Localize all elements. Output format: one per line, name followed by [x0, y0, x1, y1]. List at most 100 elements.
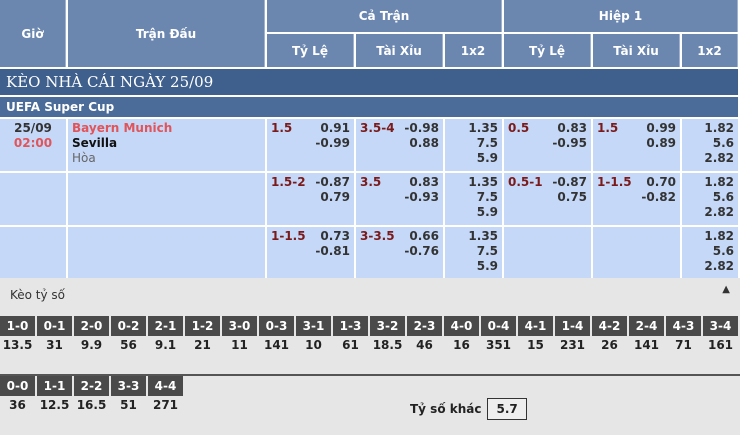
score-odd[interactable]: 26 — [601, 338, 618, 352]
score-tile[interactable]: 4-2 26 — [592, 316, 627, 372]
score-odd[interactable]: 161 — [707, 338, 734, 352]
h1-over-under[interactable] — [593, 227, 681, 279]
score-odd[interactable]: 31 — [46, 338, 63, 352]
score-odd[interactable]: 15 — [527, 338, 544, 352]
score-odd[interactable]: 141 — [633, 338, 660, 352]
score-odd[interactable]: 16 — [453, 338, 470, 352]
h1-over-under-odd-home[interactable]: 0.70 — [646, 175, 677, 189]
score-tile[interactable]: 0-0 36 — [0, 376, 35, 432]
h1-1x2-away[interactable]: 5.6 — [712, 136, 735, 150]
h1-1x2-draw[interactable]: 2.82 — [704, 151, 735, 165]
ft-1x2[interactable]: 1.35 7.5 5.9 — [445, 119, 503, 171]
score-tile[interactable]: 2-4 141 — [629, 316, 664, 372]
score-odd[interactable]: 21 — [194, 338, 211, 352]
score-tile[interactable]: 3-4 161 — [703, 316, 738, 372]
ft-handicap[interactable]: 1.5-2 -0.87 0.79 — [267, 173, 354, 225]
score-odd[interactable]: 11 — [231, 338, 248, 352]
ft-over-under-odd-home[interactable]: -0.98 — [404, 121, 439, 135]
score-tile[interactable]: 0-1 31 — [37, 316, 72, 372]
home-team[interactable]: Bayern Munich — [72, 121, 173, 135]
ft-1x2-away[interactable]: 7.5 — [476, 136, 499, 150]
h1-handicap[interactable]: 0.5 0.83 -0.95 — [504, 119, 592, 171]
h1-over-under-odd-away[interactable]: -0.82 — [641, 190, 677, 204]
score-tile[interactable]: 3-0 11 — [222, 316, 257, 372]
h1-over-under[interactable]: 1-1.5 0.70 -0.82 — [593, 173, 681, 225]
score-odd[interactable]: 18.5 — [372, 338, 403, 352]
h1-handicap-odd-home[interactable]: 0.83 — [557, 121, 588, 135]
h1-over-under[interactable]: 1.5 0.99 0.89 — [593, 119, 681, 171]
ft-handicap[interactable]: 1.5 0.91 -0.99 — [267, 119, 354, 171]
ft-over-under-odd-away[interactable]: 0.88 — [409, 136, 439, 150]
h1-handicap-odd-home[interactable]: -0.87 — [552, 175, 588, 189]
ft-1x2[interactable]: 1.35 7.5 5.9 — [445, 173, 503, 225]
score-tile[interactable]: 2-2 16.5 — [74, 376, 109, 432]
ft-1x2-draw[interactable]: 5.9 — [476, 259, 499, 273]
score-tile[interactable]: 3-3 51 — [111, 376, 146, 432]
score-tile[interactable]: 4-3 71 — [666, 316, 701, 372]
score-tile[interactable]: 0-2 56 — [111, 316, 146, 372]
score-tile[interactable]: 4-4 271 — [148, 376, 183, 432]
h1-1x2-home[interactable]: 1.82 — [704, 175, 735, 189]
h1-handicap-odd-away[interactable]: -0.95 — [552, 136, 588, 150]
score-tile[interactable]: 3-1 10 — [296, 316, 331, 372]
away-team[interactable]: Sevilla — [72, 136, 118, 150]
score-tile[interactable]: 2-1 9.1 — [148, 316, 183, 372]
score-tile[interactable]: 1-4 231 — [555, 316, 590, 372]
score-odd[interactable]: 56 — [120, 338, 137, 352]
score-odd[interactable]: 271 — [152, 398, 179, 412]
h1-1x2-home[interactable]: 1.82 — [704, 229, 735, 243]
score-odd[interactable]: 36 — [9, 398, 26, 412]
score-odd[interactable]: 141 — [263, 338, 290, 352]
ft-over-under[interactable]: 3.5 0.83 -0.93 — [356, 173, 443, 225]
h1-over-under-odd-home[interactable]: 0.99 — [646, 121, 677, 135]
ft-1x2-draw[interactable]: 5.9 — [476, 151, 499, 165]
h1-1x2[interactable]: 1.82 5.6 2.82 — [682, 173, 739, 225]
h1-1x2-draw[interactable]: 2.82 — [704, 205, 735, 219]
ft-over-under[interactable]: 3-3.5 0.66 -0.76 — [356, 227, 443, 279]
score-tile[interactable]: 1-1 12.5 — [37, 376, 72, 432]
ft-over-under-odd-home[interactable]: 0.66 — [409, 229, 439, 243]
ft-handicap-odd-home[interactable]: 0.73 — [320, 229, 350, 243]
h1-1x2-away[interactable]: 5.6 — [712, 244, 735, 258]
score-odd[interactable]: 16.5 — [76, 398, 107, 412]
ft-handicap[interactable]: 1-1.5 0.73 -0.81 — [267, 227, 354, 279]
ft-1x2-away[interactable]: 7.5 — [476, 190, 499, 204]
score-tile[interactable]: 4-1 15 — [518, 316, 553, 372]
ft-1x2[interactable]: 1.35 7.5 5.9 — [445, 227, 503, 279]
ft-handicap-odd-away[interactable]: 0.79 — [320, 190, 350, 204]
score-odd[interactable]: 46 — [416, 338, 433, 352]
ft-over-under-odd-away[interactable]: -0.76 — [404, 244, 439, 258]
score-odd[interactable]: 71 — [675, 338, 692, 352]
score-tile[interactable]: 1-3 61 — [333, 316, 368, 372]
h1-1x2-home[interactable]: 1.82 — [704, 121, 735, 135]
ft-1x2-home[interactable]: 1.35 — [468, 229, 499, 243]
score-tile[interactable]: 1-0 13.5 — [0, 316, 35, 372]
ft-over-under-odd-away[interactable]: -0.93 — [404, 190, 439, 204]
score-tile[interactable]: 4-0 16 — [444, 316, 479, 372]
score-odd[interactable]: 231 — [559, 338, 586, 352]
h1-1x2-away[interactable]: 5.6 — [712, 190, 735, 204]
score-odd[interactable]: 351 — [485, 338, 512, 352]
score-odd[interactable]: 10 — [305, 338, 322, 352]
ft-handicap-odd-away[interactable]: -0.81 — [315, 244, 350, 258]
h1-1x2[interactable]: 1.82 5.6 2.82 — [682, 227, 739, 279]
ft-handicap-odd-home[interactable]: 0.91 — [320, 121, 350, 135]
score-odd[interactable]: 9.9 — [80, 338, 103, 352]
score-odd[interactable]: 13.5 — [2, 338, 33, 352]
score-odd[interactable]: 9.1 — [154, 338, 177, 352]
score-tile[interactable]: 0-3 141 — [259, 316, 294, 372]
h1-handicap[interactable] — [504, 227, 592, 279]
ft-handicap-odd-away[interactable]: -0.99 — [315, 136, 350, 150]
triangle-up-icon[interactable]: ▲ — [722, 284, 730, 295]
ft-1x2-draw[interactable]: 5.9 — [476, 205, 499, 219]
league-name[interactable]: UEFA Super Cup — [0, 97, 739, 117]
other-score-value[interactable]: 5.7 — [487, 398, 527, 420]
score-tile[interactable]: 3-2 18.5 — [370, 316, 405, 372]
h1-1x2-draw[interactable]: 2.82 — [704, 259, 735, 273]
ft-over-under[interactable]: 3.5-4 -0.98 0.88 — [356, 119, 443, 171]
ft-handicap-odd-home[interactable]: -0.87 — [315, 175, 350, 189]
score-tile[interactable]: 1-2 21 — [185, 316, 220, 372]
h1-over-under-odd-away[interactable]: 0.89 — [646, 136, 677, 150]
h1-1x2[interactable]: 1.82 5.6 2.82 — [682, 119, 739, 171]
ft-over-under-odd-home[interactable]: 0.83 — [409, 175, 439, 189]
